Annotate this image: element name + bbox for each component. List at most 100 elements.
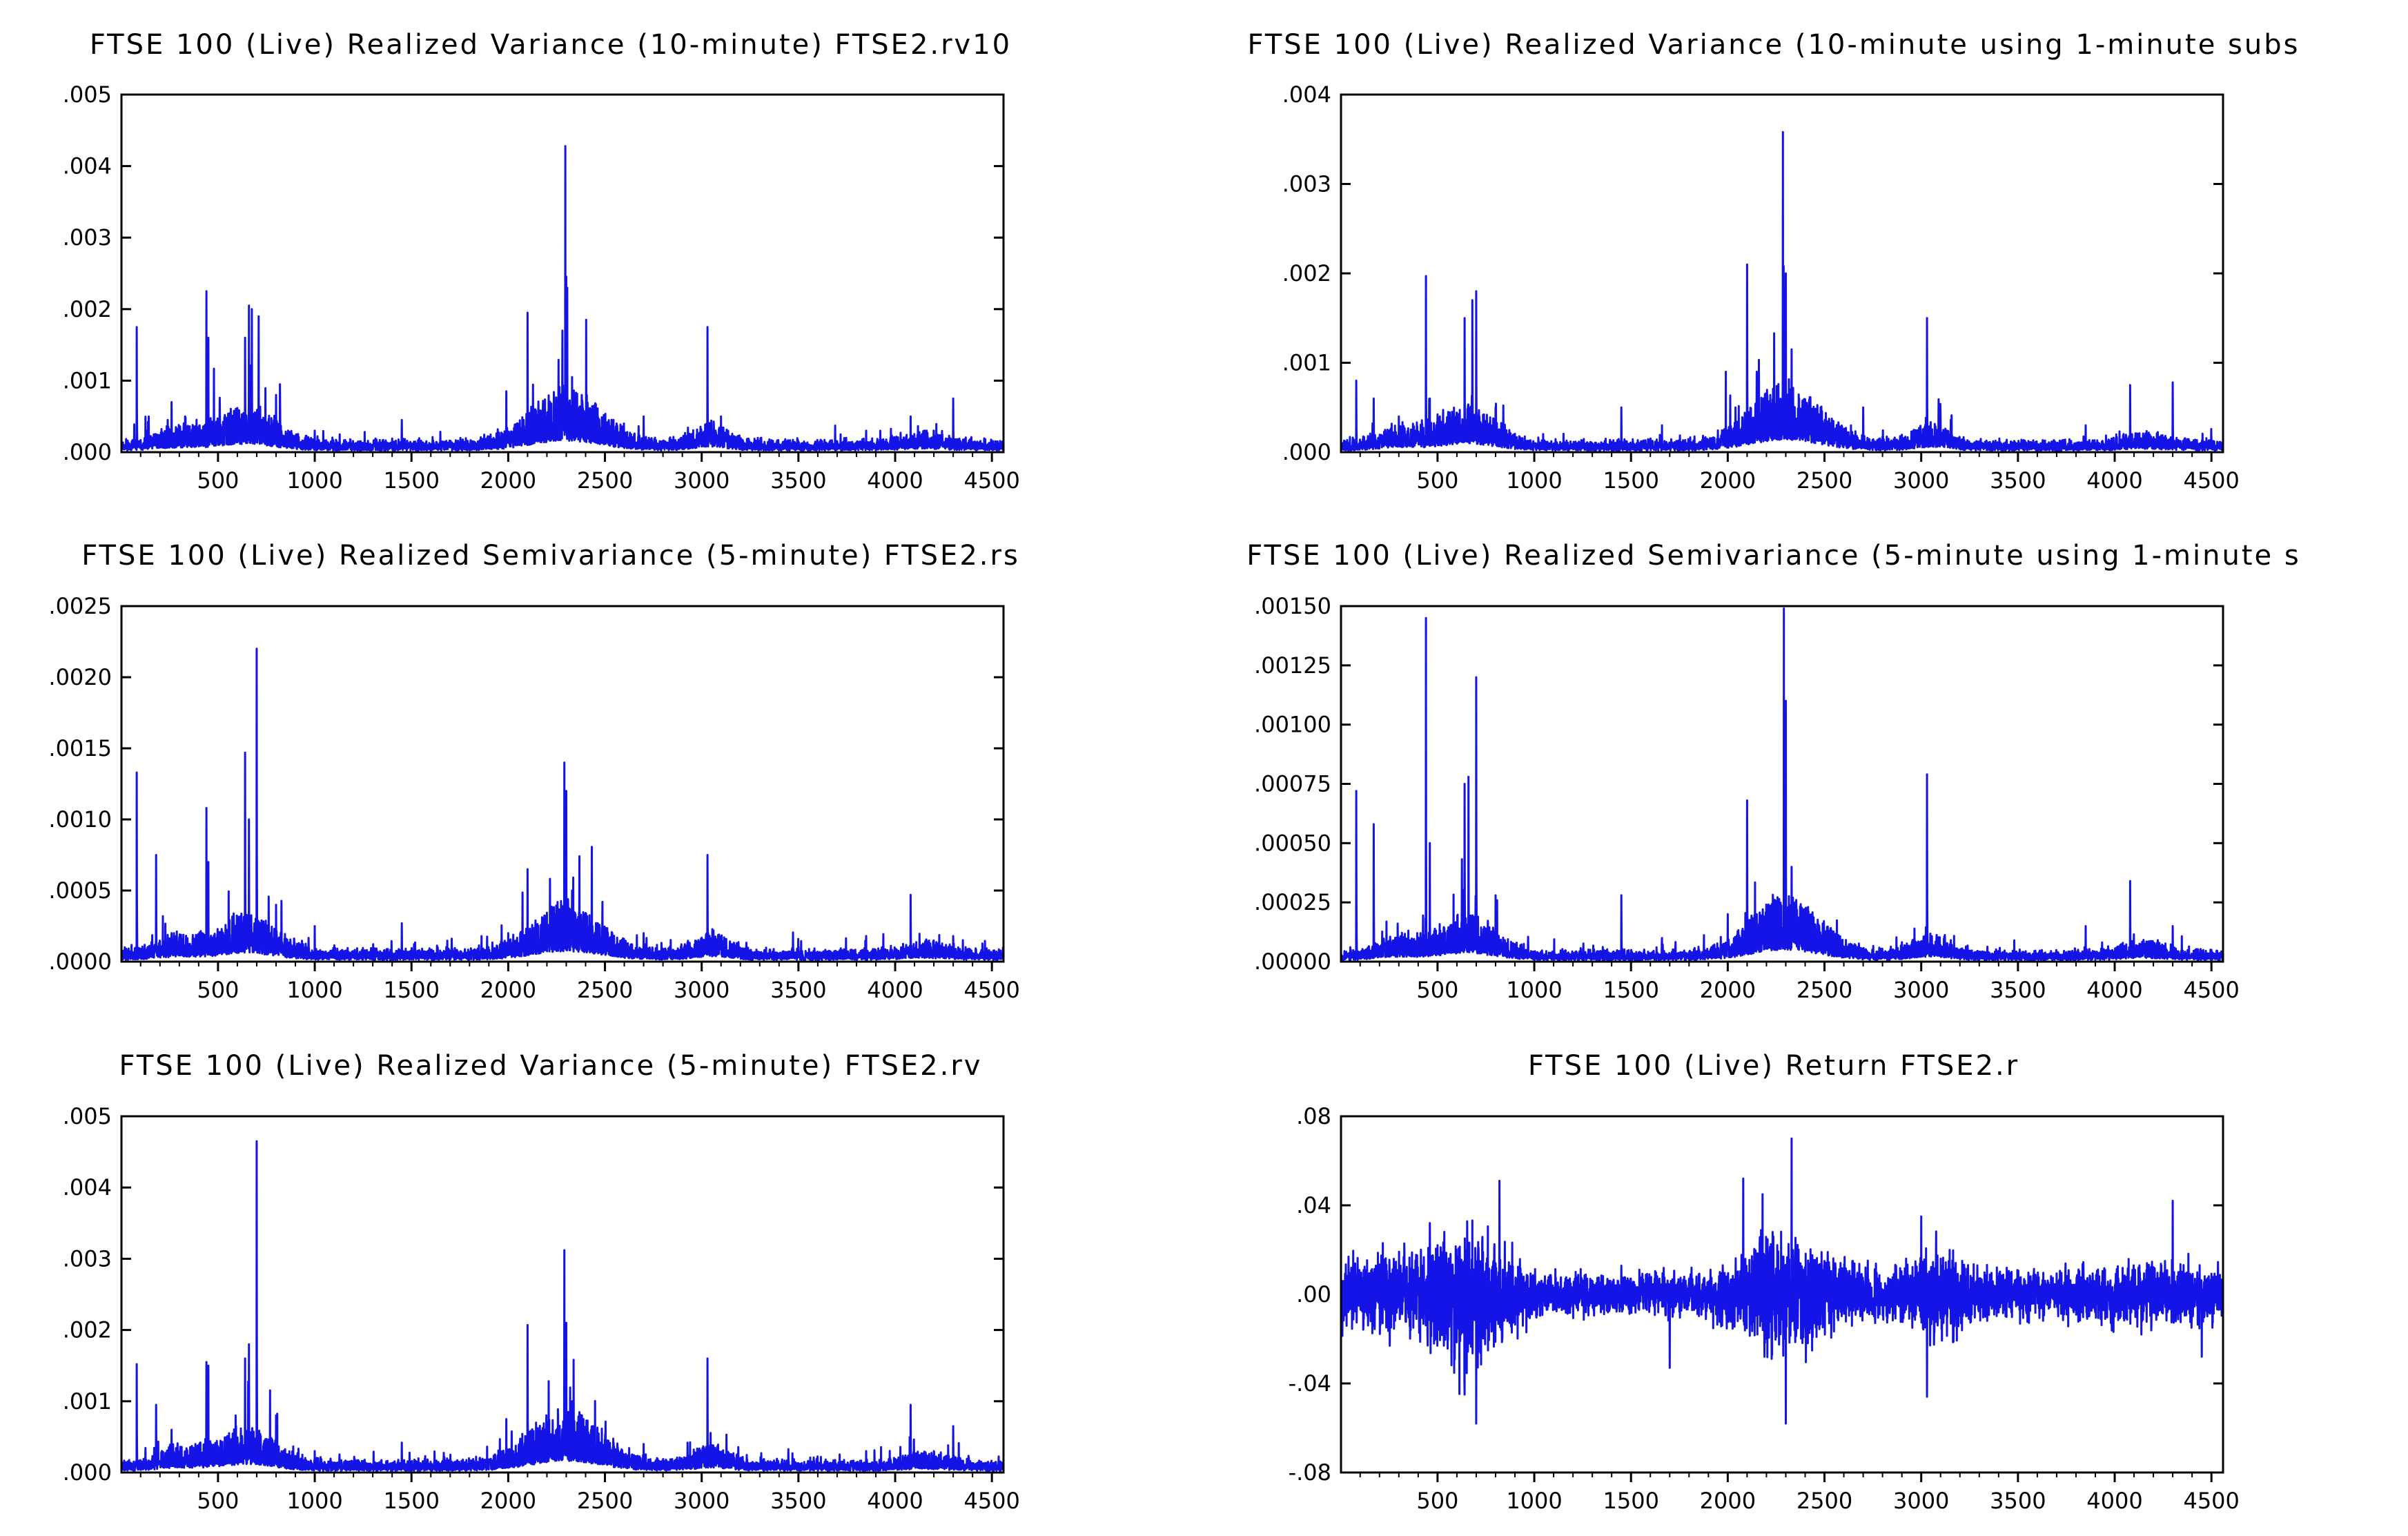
- x-tick-label-rv-2: 1500: [383, 1488, 439, 1514]
- y-tick-label-rv-3: .003: [63, 1245, 112, 1272]
- y-tick-label-rsss-1: .00025: [1254, 889, 1331, 915]
- y-tick-label-rv10-3: .003: [63, 224, 112, 251]
- y-tick-label-rsss-6: .00150: [1254, 593, 1331, 619]
- x-tick-label-rv10ss-1: 1000: [1506, 467, 1562, 494]
- plot-frame-rv10: [120, 93, 1005, 454]
- x-tick-label-rsss-4: 2500: [1797, 977, 1852, 1003]
- y-tick-label-r-2: .00: [1296, 1281, 1331, 1307]
- y-tick-label-rv-1: .001: [63, 1388, 112, 1415]
- x-tick-label-rs-7: 4000: [867, 977, 923, 1003]
- y-tick-label-rs-3: .0015: [48, 735, 112, 761]
- y-tick-label-rv10ss-0: .000: [1282, 439, 1331, 465]
- chart-ticks-rsss: .00000 .00025 .00050 .00075 .00100 .00125 .001…: [1254, 593, 2240, 1003]
- y-tick-label-rv10ss-2: .002: [1282, 260, 1331, 286]
- x-tick-label-rv-0: 500: [197, 1488, 239, 1514]
- x-tick-label-rv-6: 3500: [770, 1488, 826, 1514]
- x-tick-label-r-6: 3500: [1990, 1488, 2046, 1514]
- series-line-rv10ss: [1340, 130, 2224, 452]
- x-tick-label-rsss-5: 3000: [1893, 977, 1949, 1003]
- y-tick-label-r-4: .08: [1296, 1103, 1331, 1129]
- plot-frame-rsss: [1340, 605, 2224, 963]
- plot-frame-rv10ss: [1340, 93, 2224, 454]
- x-tick-label-rv10-6: 3500: [770, 467, 826, 494]
- chart-title-rs: FTSE 100 (Live) Realized Semivariance (5…: [81, 540, 1020, 572]
- y-tick-label-rs-5: .0025: [48, 593, 112, 619]
- x-tick-label-rv-1: 1000: [286, 1488, 342, 1514]
- x-tick-label-rv-4: 2500: [577, 1488, 633, 1514]
- x-tick-label-rv10ss-0: 500: [1416, 467, 1458, 494]
- y-tick-label-rv10-2: .002: [63, 296, 112, 322]
- y-tick-label-rsss-0: .00000: [1254, 949, 1331, 975]
- chart-plot-rv10: [120, 145, 1005, 451]
- chart-rsss: FTSE 100 (Live) Realized Semivariance (5…: [1246, 540, 2298, 1003]
- x-tick-label-rv10-8: 4500: [963, 467, 1019, 494]
- x-tick-label-r-2: 1500: [1603, 1488, 1658, 1514]
- chart-title-rv10ss: FTSE 100 (Live) Realized Variance (10-mi…: [1248, 29, 2300, 61]
- x-tick-label-rs-0: 500: [197, 977, 239, 1003]
- chart-title-rv: FTSE 100 (Live) Realized Variance (5-min…: [119, 1050, 983, 1082]
- y-tick-label-rv-2: .002: [63, 1317, 112, 1343]
- x-tick-label-r-0: 500: [1416, 1488, 1458, 1514]
- x-tick-label-rv-8: 4500: [963, 1488, 1019, 1514]
- x-tick-label-rsss-7: 4000: [2086, 977, 2142, 1003]
- x-tick-label-rsss-0: 500: [1416, 977, 1458, 1003]
- x-tick-label-rv10ss-8: 4500: [2183, 467, 2239, 494]
- x-tick-label-rv10-4: 2500: [577, 467, 633, 494]
- y-tick-label-rs-4: .0020: [48, 664, 112, 690]
- y-tick-label-rv10-5: .005: [63, 81, 112, 108]
- chart-plot-rv10ss: [1340, 130, 2224, 452]
- x-tick-label-r-8: 4500: [2183, 1488, 2239, 1514]
- y-tick-label-rsss-2: .00050: [1254, 830, 1331, 856]
- chart-rv10: FTSE 100 (Live) Realized Variance (10-mi…: [63, 29, 1020, 494]
- x-tick-label-rsss-6: 3500: [1990, 977, 2046, 1003]
- x-tick-label-rv10-1: 1000: [286, 467, 342, 494]
- x-tick-label-r-3: 2000: [1700, 1488, 1756, 1514]
- x-tick-label-r-1: 1000: [1506, 1488, 1562, 1514]
- y-tick-label-rsss-4: .00100: [1254, 712, 1331, 738]
- series-line-r: [1340, 1137, 2224, 1425]
- y-tick-label-rv-5: .005: [63, 1103, 112, 1129]
- plot-frame-r: [1340, 1115, 2224, 1474]
- plot-frame-rs: [120, 605, 1005, 963]
- chart-title-rv10: FTSE 100 (Live) Realized Variance (10-mi…: [90, 29, 1012, 61]
- series-line-rsss: [1340, 607, 2224, 962]
- chart-plot-rs: [120, 648, 1005, 961]
- x-tick-label-r-4: 2500: [1797, 1488, 1852, 1514]
- x-tick-label-rv10-2: 1500: [383, 467, 439, 494]
- x-tick-label-rv-7: 4000: [867, 1488, 923, 1514]
- x-tick-label-rs-8: 4500: [963, 977, 1019, 1003]
- y-tick-label-rsss-5: .00125: [1254, 652, 1331, 679]
- y-tick-label-r-0: -.08: [1289, 1459, 1331, 1486]
- y-tick-label-rv10-4: .004: [63, 153, 112, 179]
- x-tick-label-rs-2: 1500: [383, 977, 439, 1003]
- y-tick-label-rv10ss-4: .004: [1282, 81, 1331, 108]
- y-tick-label-rv10-1: .001: [63, 367, 112, 393]
- chart-rs: FTSE 100 (Live) Realized Semivariance (5…: [48, 540, 1020, 1003]
- chart-rv10ss: FTSE 100 (Live) Realized Variance (10-mi…: [1248, 29, 2300, 494]
- y-tick-label-rv-4: .004: [63, 1174, 112, 1200]
- series-line-rv10: [120, 145, 1005, 451]
- y-tick-label-r-1: -.04: [1289, 1370, 1331, 1397]
- x-tick-label-rv10-0: 500: [197, 467, 239, 494]
- x-tick-label-rsss-2: 1500: [1603, 977, 1658, 1003]
- series-line-rv: [120, 1140, 1005, 1472]
- x-tick-label-rv10ss-2: 1500: [1603, 467, 1658, 494]
- chart-plot-rsss: [1340, 607, 2224, 962]
- y-tick-label-rsss-3: .00075: [1254, 771, 1331, 797]
- x-tick-label-rs-3: 2000: [480, 977, 536, 1003]
- chart-title-r: FTSE 100 (Live) Return FTSE2.r: [1528, 1050, 2019, 1082]
- x-tick-label-rv10-3: 2000: [480, 467, 536, 494]
- chart-ticks-rv10: .000 .001 .002 .003 .004 .005 500 1000 1500 2000 2…: [63, 81, 1020, 494]
- chart-rv: FTSE 100 (Live) Realized Variance (5-min…: [63, 1050, 1020, 1514]
- x-tick-label-rv10ss-6: 3500: [1990, 467, 2046, 494]
- chart-plot-r: [1340, 1137, 2224, 1425]
- x-tick-label-rv10-7: 4000: [867, 467, 923, 494]
- x-tick-label-rv10ss-7: 4000: [2086, 467, 2142, 494]
- x-tick-label-rs-6: 3500: [770, 977, 826, 1003]
- x-tick-label-rs-5: 3000: [674, 977, 730, 1003]
- series-line-rs: [120, 648, 1005, 961]
- x-tick-label-rv10ss-3: 2000: [1700, 467, 1756, 494]
- chart-ticks-rv10ss: .000 .001 .002 .003 .004 500 1000 1500 2000 2500 3…: [1282, 81, 2240, 494]
- x-tick-label-rv10ss-4: 2500: [1797, 467, 1852, 494]
